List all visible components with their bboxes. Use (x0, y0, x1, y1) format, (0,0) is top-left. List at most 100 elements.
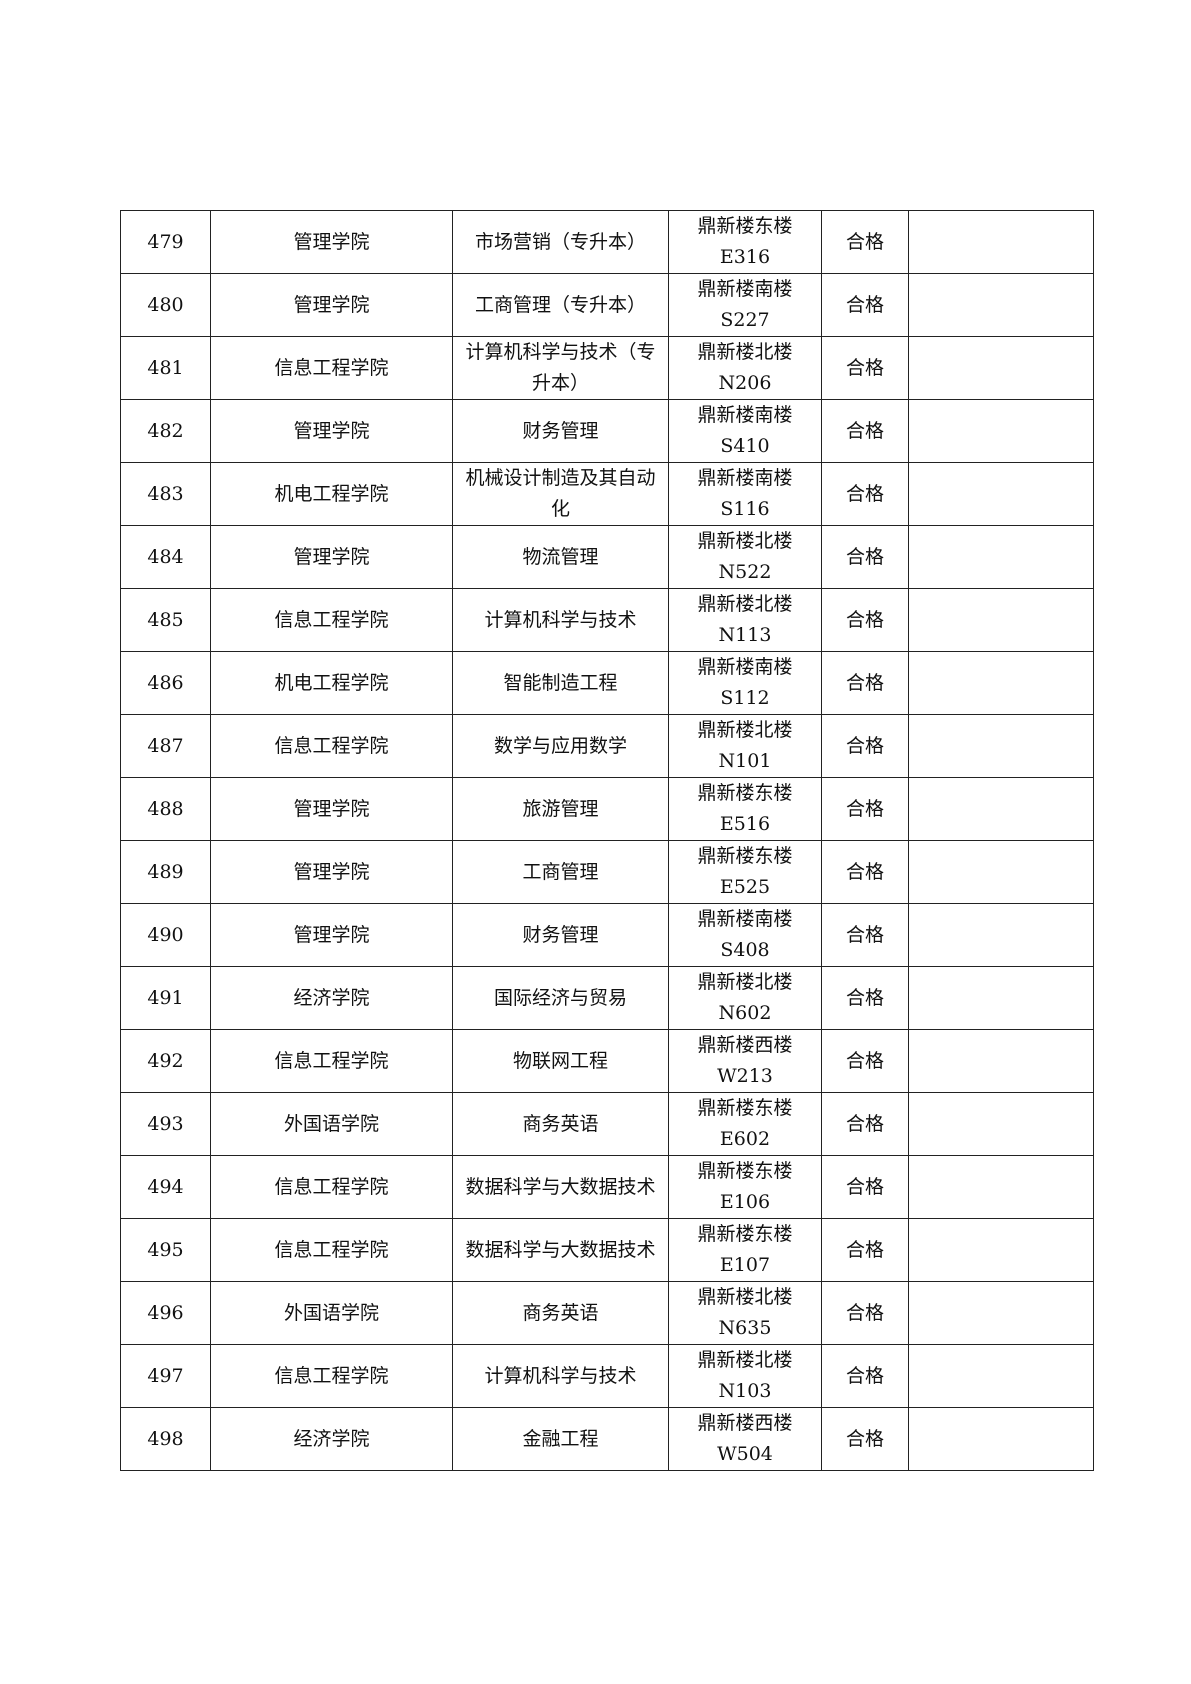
building-name: 鼎新楼东楼 (697, 1160, 793, 1182)
major-cell: 工商管理 (452, 840, 669, 904)
building-name: 鼎新楼东楼 (697, 782, 793, 804)
note-cell (908, 903, 1094, 967)
college-cell: 经济学院 (210, 966, 453, 1030)
note-cell (908, 651, 1094, 715)
major-cell: 旅游管理 (452, 777, 669, 841)
table-row: 489 管理学院 工商管理 鼎新楼东楼 E525 合格 (120, 840, 1094, 904)
college-cell: 经济学院 (210, 1407, 453, 1471)
row-number: 491 (120, 966, 211, 1030)
major-cell: 商务英语 (452, 1092, 669, 1156)
result-cell: 合格 (821, 1344, 909, 1408)
college-cell: 机电工程学院 (210, 462, 453, 526)
row-number: 490 (120, 903, 211, 967)
row-number: 495 (120, 1218, 211, 1282)
result-cell: 合格 (821, 966, 909, 1030)
building-name: 鼎新楼北楼 (697, 719, 793, 741)
college-cell: 信息工程学院 (210, 336, 453, 400)
major-cell: 智能制造工程 (452, 651, 669, 715)
table-row: 480 管理学院 工商管理（专升本） 鼎新楼南楼 S227 合格 (120, 273, 1094, 337)
college-cell: 信息工程学院 (210, 1029, 453, 1093)
note-cell (908, 210, 1094, 274)
location-cell: 鼎新楼东楼 E516 (668, 777, 822, 841)
major-cell: 计算机科学与技术 (452, 588, 669, 652)
location-cell: 鼎新楼北楼 N522 (668, 525, 822, 589)
result-cell: 合格 (821, 1155, 909, 1219)
note-cell (908, 966, 1094, 1030)
major-cell: 财务管理 (452, 903, 669, 967)
note-cell (908, 840, 1094, 904)
major-cell: 工商管理（专升本） (452, 273, 669, 337)
college-cell: 信息工程学院 (210, 1155, 453, 1219)
room-number: N522 (718, 561, 772, 583)
table-row: 496 外国语学院 商务英语 鼎新楼北楼 N635 合格 (120, 1281, 1094, 1345)
location-cell: 鼎新楼东楼 E107 (668, 1218, 822, 1282)
location-cell: 鼎新楼南楼 S410 (668, 399, 822, 463)
result-cell: 合格 (821, 840, 909, 904)
room-number: N113 (718, 624, 772, 646)
location-cell: 鼎新楼北楼 N103 (668, 1344, 822, 1408)
results-table: 479 管理学院 市场营销（专升本） 鼎新楼东楼 E316 合格 480 管理学院 工商管理（专… (120, 210, 1094, 1471)
building-name: 鼎新楼南楼 (697, 278, 793, 300)
college-cell: 管理学院 (210, 903, 453, 967)
note-cell (908, 1344, 1094, 1408)
room-number: E525 (719, 876, 771, 898)
location-cell: 鼎新楼北楼 N113 (668, 588, 822, 652)
building-name: 鼎新楼南楼 (697, 908, 793, 930)
college-cell: 管理学院 (210, 840, 453, 904)
note-cell (908, 588, 1094, 652)
note-cell (908, 336, 1094, 400)
room-number: N103 (718, 1380, 772, 1402)
college-cell: 管理学院 (210, 210, 453, 274)
table-row: 488 管理学院 旅游管理 鼎新楼东楼 E516 合格 (120, 777, 1094, 841)
table-row: 482 管理学院 财务管理 鼎新楼南楼 S410 合格 (120, 399, 1094, 463)
college-cell: 机电工程学院 (210, 651, 453, 715)
result-cell: 合格 (821, 714, 909, 778)
major-cell: 计算机科学与技术 (452, 1344, 669, 1408)
location-cell: 鼎新楼北楼 N635 (668, 1281, 822, 1345)
room-number: W213 (717, 1065, 773, 1087)
note-cell (908, 1407, 1094, 1471)
building-name: 鼎新楼东楼 (697, 215, 793, 237)
result-cell: 合格 (821, 1029, 909, 1093)
building-name: 鼎新楼东楼 (697, 1223, 793, 1245)
note-cell (908, 525, 1094, 589)
note-cell (908, 1155, 1094, 1219)
note-cell (908, 399, 1094, 463)
room-number: S410 (720, 435, 770, 457)
building-name: 鼎新楼北楼 (697, 341, 793, 363)
location-cell: 鼎新楼西楼 W213 (668, 1029, 822, 1093)
major-cell: 数学与应用数学 (452, 714, 669, 778)
result-cell: 合格 (821, 462, 909, 526)
room-number: N635 (718, 1317, 772, 1339)
room-number: W504 (717, 1443, 773, 1465)
table-row: 495 信息工程学院 数据科学与大数据技术 鼎新楼东楼 E107 合格 (120, 1218, 1094, 1282)
major-cell: 数据科学与大数据技术 (452, 1155, 669, 1219)
building-name: 鼎新楼南楼 (697, 467, 793, 489)
table-row: 498 经济学院 金融工程 鼎新楼西楼 W504 合格 (120, 1407, 1094, 1471)
table-row: 494 信息工程学院 数据科学与大数据技术 鼎新楼东楼 E106 合格 (120, 1155, 1094, 1219)
note-cell (908, 1218, 1094, 1282)
college-cell: 管理学院 (210, 525, 453, 589)
result-cell: 合格 (821, 1092, 909, 1156)
college-cell: 信息工程学院 (210, 1218, 453, 1282)
building-name: 鼎新楼北楼 (697, 530, 793, 552)
table-row: 484 管理学院 物流管理 鼎新楼北楼 N522 合格 (120, 525, 1094, 589)
location-cell: 鼎新楼南楼 S112 (668, 651, 822, 715)
major-cell: 国际经济与贸易 (452, 966, 669, 1030)
note-cell (908, 1029, 1094, 1093)
result-cell: 合格 (821, 651, 909, 715)
row-number: 494 (120, 1155, 211, 1219)
table-row: 492 信息工程学院 物联网工程 鼎新楼西楼 W213 合格 (120, 1029, 1094, 1093)
note-cell (908, 777, 1094, 841)
college-cell: 信息工程学院 (210, 588, 453, 652)
college-cell: 外国语学院 (210, 1281, 453, 1345)
building-name: 鼎新楼北楼 (697, 1286, 793, 1308)
table-row: 486 机电工程学院 智能制造工程 鼎新楼南楼 S112 合格 (120, 651, 1094, 715)
table-row: 490 管理学院 财务管理 鼎新楼南楼 S408 合格 (120, 903, 1094, 967)
row-number: 493 (120, 1092, 211, 1156)
location-cell: 鼎新楼北楼 N101 (668, 714, 822, 778)
row-number: 485 (120, 588, 211, 652)
table-row: 493 外国语学院 商务英语 鼎新楼东楼 E602 合格 (120, 1092, 1094, 1156)
table-row: 491 经济学院 国际经济与贸易 鼎新楼北楼 N602 合格 (120, 966, 1094, 1030)
result-cell: 合格 (821, 588, 909, 652)
